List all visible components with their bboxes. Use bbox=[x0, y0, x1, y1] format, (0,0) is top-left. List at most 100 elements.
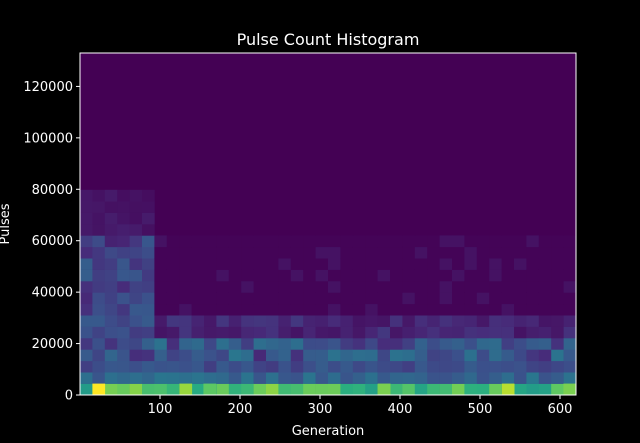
heatmap-cell bbox=[129, 189, 143, 202]
heatmap-cell bbox=[352, 326, 366, 339]
heatmap-cell bbox=[489, 258, 502, 270]
heatmap-cell bbox=[290, 281, 304, 293]
heatmap-cell bbox=[340, 326, 354, 339]
heatmap-cell bbox=[501, 246, 515, 259]
heatmap-cell bbox=[266, 383, 279, 396]
heatmap-cell bbox=[439, 269, 453, 282]
heatmap-cell bbox=[154, 360, 168, 373]
heatmap-cell bbox=[365, 246, 378, 259]
x-tick-label: 200 bbox=[228, 402, 253, 417]
heatmap-cell bbox=[439, 246, 453, 259]
heatmap-cell bbox=[538, 383, 552, 396]
heatmap-cell bbox=[414, 246, 428, 259]
heatmap-cell bbox=[390, 372, 403, 384]
heatmap-cell bbox=[117, 360, 130, 373]
heatmap-cell bbox=[179, 360, 192, 373]
heatmap-cell bbox=[414, 292, 428, 305]
heatmap-cell bbox=[166, 303, 180, 316]
heatmap-cell bbox=[489, 326, 502, 339]
heatmap-cell bbox=[352, 383, 366, 396]
heatmap-cell bbox=[328, 360, 341, 373]
heatmap-cell bbox=[166, 372, 180, 384]
heatmap-cell bbox=[266, 235, 279, 248]
heatmap-cell bbox=[315, 372, 329, 384]
heatmap-cell bbox=[266, 372, 279, 384]
heatmap-cell bbox=[476, 326, 490, 339]
heatmap-cell bbox=[315, 360, 329, 373]
heatmap-cell bbox=[464, 303, 478, 316]
heatmap-cell bbox=[216, 349, 230, 362]
heatmap-cell bbox=[377, 269, 391, 282]
heatmap-cell bbox=[551, 269, 564, 282]
heatmap-cell bbox=[216, 372, 230, 384]
heatmap-cell bbox=[92, 338, 106, 350]
heatmap-cell bbox=[390, 360, 403, 373]
heatmap-cell bbox=[117, 292, 130, 305]
heatmap-cell bbox=[179, 326, 192, 339]
heatmap-cell bbox=[154, 326, 168, 339]
heatmap-cell bbox=[551, 360, 564, 373]
heatmap-cell bbox=[365, 281, 378, 293]
heatmap-cell bbox=[129, 235, 143, 248]
heatmap-cell bbox=[538, 349, 552, 362]
heatmap-cell bbox=[278, 292, 292, 305]
heatmap-cell bbox=[104, 349, 118, 362]
heatmap-cell bbox=[117, 189, 130, 202]
heatmap-cell bbox=[228, 246, 242, 259]
heatmap-cell bbox=[204, 303, 217, 316]
heatmap-cell bbox=[92, 326, 106, 339]
heatmap-cell bbox=[278, 338, 292, 350]
heatmap-cell bbox=[142, 315, 155, 327]
heatmap-cell bbox=[191, 258, 205, 270]
heatmap-cell bbox=[427, 235, 440, 248]
heatmap-cell bbox=[80, 315, 93, 327]
heatmap-cell bbox=[92, 281, 106, 293]
heatmap-cell bbox=[476, 269, 490, 282]
heatmap-cell bbox=[464, 326, 478, 339]
x-tick-label: 400 bbox=[388, 402, 413, 417]
y-tick-label: 80000 bbox=[32, 183, 73, 198]
heatmap-cell bbox=[452, 326, 465, 339]
heatmap-cell bbox=[191, 235, 205, 248]
heatmap-cell bbox=[142, 212, 155, 225]
heatmap-cell bbox=[427, 303, 440, 316]
heatmap-cell bbox=[179, 235, 192, 248]
heatmap-cell bbox=[427, 281, 440, 293]
heatmap-cell bbox=[563, 315, 577, 327]
y-tick-label: 0 bbox=[65, 389, 73, 404]
heatmap-cell bbox=[142, 349, 155, 362]
heatmap-cell bbox=[315, 281, 329, 293]
heatmap-cell bbox=[501, 338, 515, 350]
heatmap-cell bbox=[204, 246, 217, 259]
heatmap-cell bbox=[377, 281, 391, 293]
heatmap-cell bbox=[216, 315, 230, 327]
heatmap-cell-bright bbox=[563, 383, 577, 396]
heatmap-cell bbox=[266, 338, 279, 350]
x-axis: 100 200 300 400 500 600 bbox=[148, 395, 572, 417]
heatmap-cell bbox=[377, 349, 391, 362]
y-tick-label: 40000 bbox=[32, 286, 73, 301]
heatmap-cell bbox=[476, 292, 490, 305]
heatmap-cell bbox=[452, 303, 465, 316]
heatmap-cell bbox=[104, 326, 118, 339]
heatmap-cell bbox=[154, 258, 168, 270]
heatmap-cell bbox=[414, 360, 428, 373]
heatmap-cell bbox=[489, 372, 502, 384]
heatmap-cell bbox=[80, 303, 93, 316]
heatmap-cell bbox=[439, 281, 453, 293]
heatmap-cell bbox=[117, 315, 130, 327]
heatmap-cell bbox=[414, 315, 428, 327]
heatmap-cell bbox=[427, 383, 440, 396]
heatmap-cell bbox=[228, 338, 242, 350]
heatmap-cell bbox=[489, 292, 502, 305]
heatmap-cell bbox=[328, 281, 341, 293]
heatmap-cell bbox=[538, 360, 552, 373]
heatmap-cell bbox=[191, 360, 205, 373]
heatmap-cell bbox=[104, 360, 118, 373]
heatmap-cell bbox=[228, 372, 242, 384]
heatmap-cell bbox=[526, 360, 540, 373]
heatmap-cell bbox=[166, 281, 180, 293]
heatmap-cell bbox=[142, 201, 155, 213]
heatmap-cell bbox=[538, 281, 552, 293]
heatmap-cell bbox=[154, 303, 168, 316]
